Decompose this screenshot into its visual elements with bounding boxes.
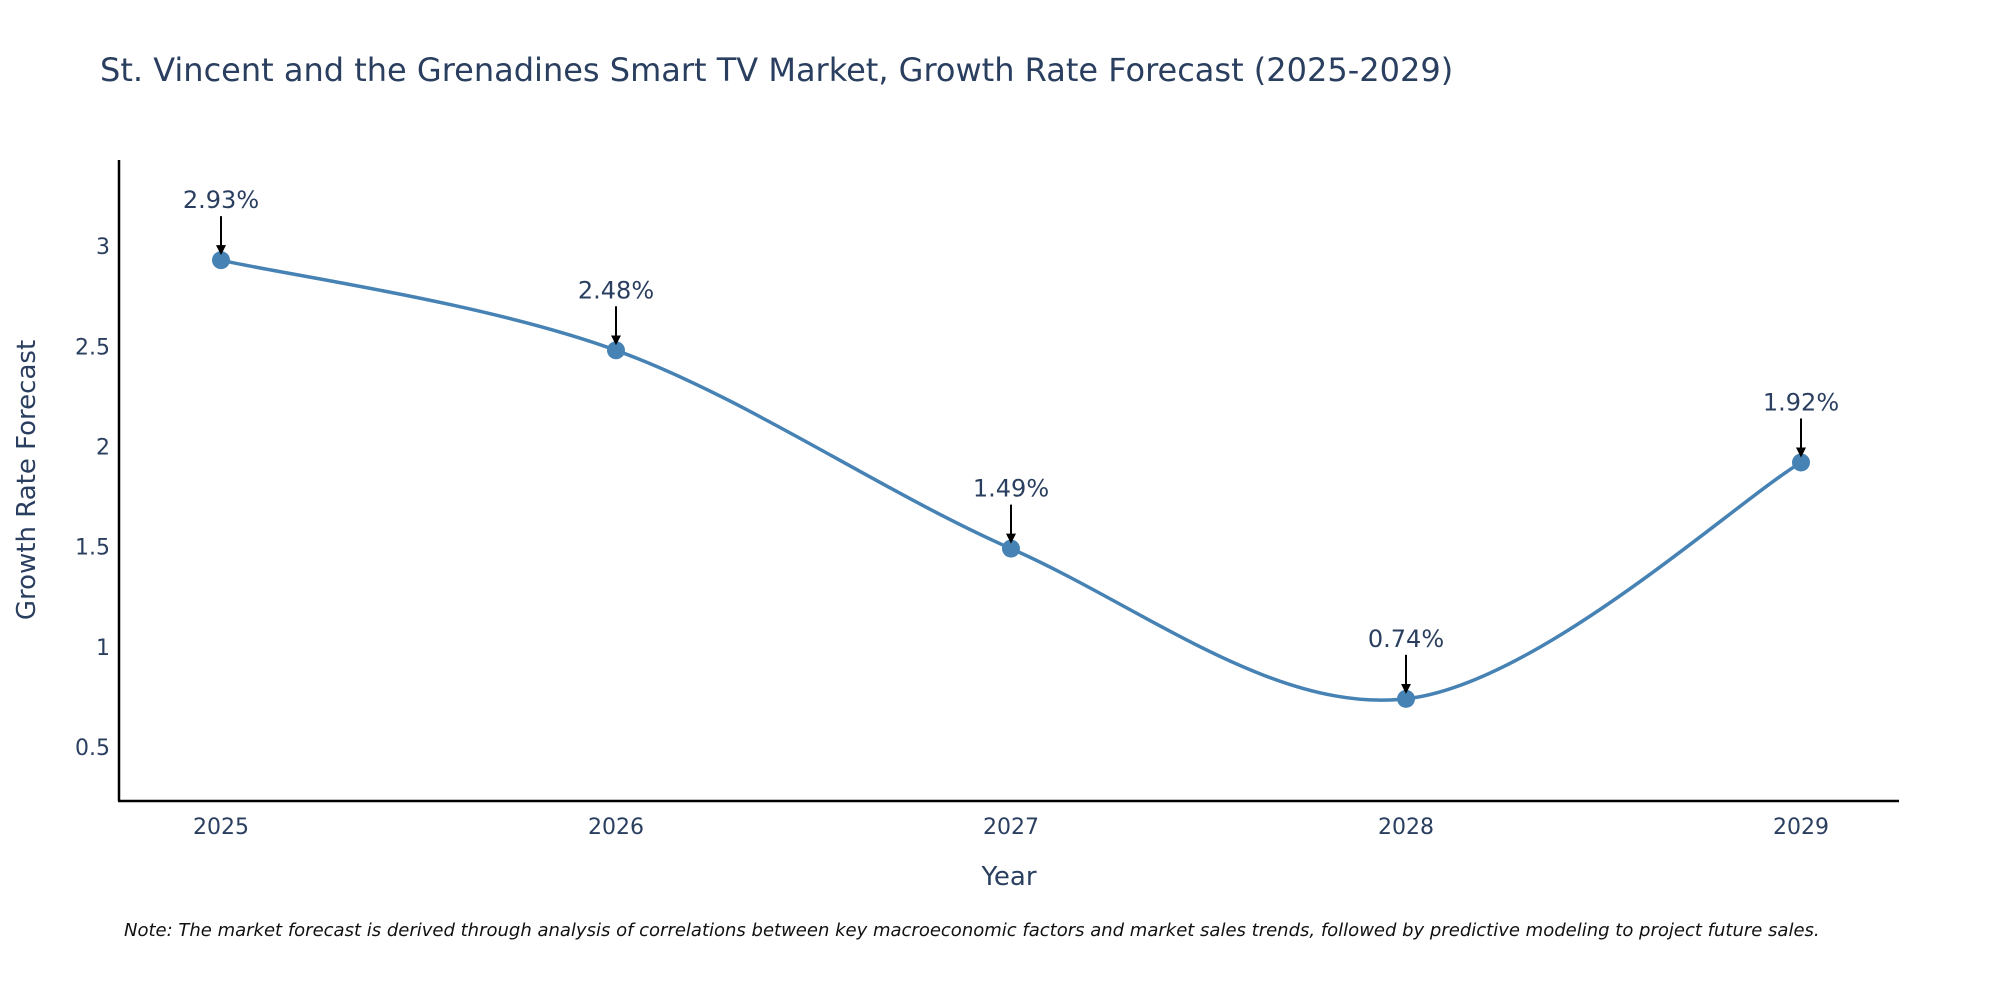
chart-title: St. Vincent and the Grenadines Smart TV … [100,51,1453,89]
x-tick-label: 2029 [1773,815,1829,840]
x-tick-label: 2028 [1378,815,1434,840]
y-axis-title: Growth Rate Forecast [12,340,42,620]
y-tick-label: 3 [96,235,110,260]
y-tick-label: 2.5 [75,335,110,360]
data-point [212,251,230,270]
data-point [1002,539,1020,558]
x-tick-label: 2025 [193,815,249,840]
x-tick-label: 2027 [983,815,1039,840]
data-label: 2.48% [578,276,654,304]
x-axis-title: Year [980,862,1036,892]
data-label: 1.49% [973,475,1049,503]
data-label: 1.92% [1763,388,1839,416]
data-label: 2.93% [183,186,259,214]
data-points [212,251,1810,708]
data-point [1792,453,1810,472]
data-point [1397,689,1415,708]
data-annotations: 2.93% 2.48% 1.49% 0.74% 1.92% [183,186,1839,694]
y-tick-label: 1.5 [75,536,110,561]
y-tick-label: 2 [96,435,110,460]
y-tick-label: 0.5 [75,736,110,761]
x-tick-label: 2026 [588,815,644,840]
data-label: 0.74% [1368,625,1444,653]
y-tick-label: 1 [96,636,110,661]
footnote: Note: The market forecast is derived thr… [124,920,1820,941]
y-axis-ticks: 0.5 1 1.5 2 2.5 3 [75,235,110,761]
x-axis-ticks: 2025 2026 2027 2028 2029 [193,815,1829,840]
data-point [607,341,625,360]
